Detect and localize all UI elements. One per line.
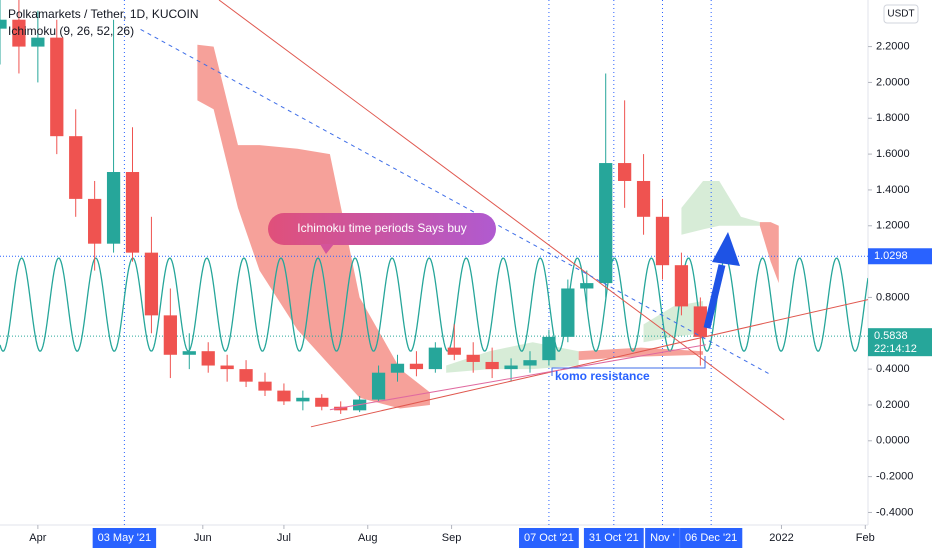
x-tick-label: Aug (358, 532, 378, 544)
candle-body (125, 172, 140, 253)
marker-label-box (583, 528, 644, 548)
marker-label: 03 May '21 (98, 532, 151, 544)
callout-pill (268, 213, 496, 245)
candle-body (636, 180, 651, 217)
y-tick-label: 1.4000 (876, 184, 910, 196)
y-tick-label: 0.8000 (876, 291, 910, 303)
y-tick-label: 0.0000 (876, 435, 910, 447)
candle-body (315, 397, 329, 407)
x-tick-label: Feb (856, 532, 875, 544)
candle-body (277, 390, 291, 402)
note-text: komo resistance (555, 369, 650, 383)
x-tick-label: Apr (29, 532, 46, 544)
candle-body (144, 252, 159, 316)
marker-label-box (519, 528, 579, 548)
candle-body (12, 19, 26, 47)
candle-body (106, 172, 121, 244)
candle-body (561, 288, 575, 337)
trendline (310, 299, 868, 428)
y-tick-label: 0.4000 (876, 363, 910, 375)
y-tick-label: -0.4000 (876, 506, 913, 518)
candle-body (655, 216, 670, 266)
candle-body (239, 369, 253, 382)
candle-body (334, 406, 348, 411)
candle-body (580, 283, 594, 289)
y-tick-label: 1.6000 (876, 148, 910, 160)
candle-body (220, 365, 234, 370)
ichimoku-cloud (681, 180, 760, 235)
chart-title: Polkamarkets / Tether, 1D, KUCOIN (8, 7, 199, 21)
candle-body (69, 136, 83, 199)
x-tick-label: Jun (194, 532, 212, 544)
y-tick-label: -0.2000 (876, 471, 913, 483)
y-tick-label: 2.2000 (876, 40, 910, 52)
candle-body (485, 361, 499, 370)
marker-label: 07 Oct '21 (524, 532, 574, 544)
arrow-head (712, 232, 740, 266)
candle-body (258, 381, 272, 391)
candle-body (447, 347, 461, 355)
candle-body (182, 351, 196, 355)
ichimoku-cloud (759, 222, 779, 284)
callout-tail (320, 244, 334, 254)
candle-body (693, 306, 707, 337)
candle-body (50, 37, 64, 137)
arrow-shaft (703, 264, 726, 329)
y-tick-label: 2.0000 (876, 76, 910, 88)
candle-body (428, 347, 442, 370)
candle-body (390, 363, 405, 373)
marker-label-box (92, 528, 157, 548)
candle-body (31, 37, 45, 47)
currency-text: USDT (887, 9, 914, 20)
candle-body (296, 397, 310, 402)
candle-body (371, 372, 386, 400)
indicator-label: Ichimoku (9, 26, 52, 26) (8, 24, 134, 38)
callout-text: Ichimoku time periods Says buy (297, 221, 466, 235)
candle-body (201, 351, 215, 366)
candle-body (523, 360, 537, 366)
marker-label: 06 Dec '21 (685, 532, 737, 544)
y-tick-label: 1.2000 (876, 220, 910, 232)
candle-body (674, 265, 689, 307)
marker-label: 31 Oct '21 (589, 532, 639, 544)
candle-body (88, 198, 102, 244)
candle-body (409, 363, 424, 370)
candle-body (618, 163, 632, 181)
trendline (218, 0, 785, 421)
x-tick-label: 2022 (769, 532, 793, 544)
ichimoku-cloud (643, 301, 704, 343)
candle-body (599, 163, 613, 284)
x-tick-label: Jul (277, 532, 291, 544)
price-label-box (868, 328, 932, 357)
candle-body (542, 336, 556, 361)
y-tick-label: 0.2000 (876, 399, 910, 411)
price-label: 1.0298 (874, 250, 908, 262)
price-label-box (868, 248, 932, 265)
marker-label-box (645, 528, 680, 548)
y-tick-label: 1.8000 (876, 112, 910, 124)
trendline (329, 344, 706, 411)
price-label: 0.5838 (874, 330, 908, 342)
overlay: 2.2000 2.0000 1.8000 1.6000 1.4000 1.2000 0.80… (8, 4, 932, 548)
currency-badge (883, 4, 919, 24)
marker-label: Nov ' (650, 532, 675, 544)
plot: Ichimoku time periods Says buy komo resis… (0, 0, 868, 525)
candle-body (163, 315, 177, 355)
marker-label-box (680, 528, 743, 548)
candle-body (504, 365, 518, 370)
note-bracket (551, 356, 706, 376)
x-tick-label: Sep (442, 532, 462, 544)
candle-body (0, 19, 7, 29)
candle-body (466, 354, 480, 362)
countdown-label: 22:14:12 (874, 343, 917, 355)
